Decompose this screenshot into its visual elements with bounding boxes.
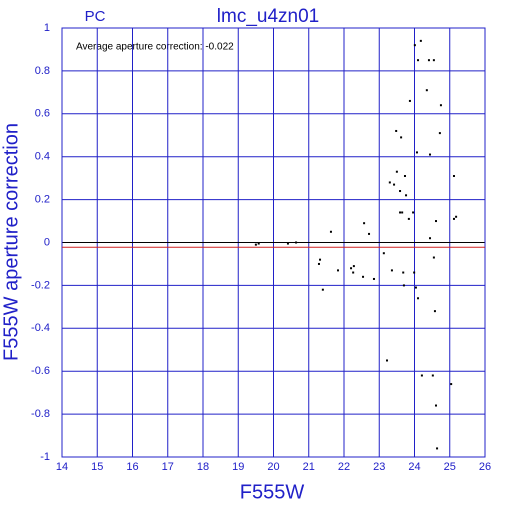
- point: [254, 243, 257, 246]
- point: [413, 44, 416, 47]
- point: [390, 269, 393, 272]
- point: [399, 211, 402, 214]
- point: [417, 59, 420, 62]
- x-tick-label: 25: [444, 461, 456, 473]
- point: [363, 222, 366, 225]
- point: [438, 132, 441, 135]
- point: [435, 220, 438, 223]
- y-tick-label: 0: [44, 236, 50, 248]
- point: [393, 183, 396, 186]
- y-tick-label: 1: [44, 22, 50, 34]
- point: [450, 383, 453, 386]
- point: [400, 136, 403, 139]
- point: [427, 59, 430, 62]
- point: [319, 258, 322, 261]
- x-tick-label: 21: [303, 461, 315, 473]
- point: [436, 447, 439, 450]
- point: [413, 271, 416, 274]
- point: [452, 175, 455, 178]
- point: [257, 242, 260, 245]
- point: [405, 194, 408, 197]
- point: [408, 99, 411, 102]
- x-tick-label: 18: [197, 461, 209, 473]
- point: [455, 215, 458, 218]
- point: [395, 170, 398, 173]
- point: [439, 104, 442, 107]
- y-axis-label: F555W aperture correction: [0, 123, 22, 361]
- point: [431, 374, 434, 377]
- x-tick-label: 23: [373, 461, 385, 473]
- x-tick-label: 14: [56, 461, 68, 473]
- point: [317, 262, 320, 265]
- point: [382, 252, 385, 255]
- point: [414, 286, 417, 289]
- point: [352, 271, 355, 274]
- point: [417, 297, 420, 300]
- x-tick-label: 20: [267, 461, 279, 473]
- point: [372, 277, 375, 280]
- y-tick-label: -0.4: [31, 322, 50, 334]
- point: [407, 217, 410, 220]
- chart-title: lmc_u4zn01: [217, 6, 319, 27]
- point: [420, 374, 423, 377]
- point: [432, 59, 435, 62]
- point: [402, 284, 405, 287]
- y-tick-label: -0.6: [31, 365, 50, 377]
- x-tick-label: 22: [338, 461, 350, 473]
- point: [402, 271, 405, 274]
- point: [433, 310, 436, 313]
- point: [350, 267, 353, 270]
- x-tick-label: 15: [91, 461, 103, 473]
- x-tick-label: 17: [162, 461, 174, 473]
- point: [362, 275, 365, 278]
- point: [403, 175, 406, 178]
- point: [412, 211, 415, 214]
- point: [401, 211, 404, 214]
- y-tick-label: 0.8: [35, 65, 50, 77]
- point: [435, 404, 438, 407]
- point: [352, 265, 355, 268]
- y-tick-label: 0.6: [35, 108, 50, 120]
- point: [329, 230, 332, 233]
- point: [337, 269, 340, 272]
- x-tick-label: 19: [232, 461, 244, 473]
- point: [415, 151, 418, 154]
- y-tick-label: 0.2: [35, 194, 50, 206]
- point: [321, 288, 324, 291]
- point: [425, 89, 428, 92]
- plot-frame: [61, 27, 486, 458]
- point: [295, 241, 298, 244]
- y-tick-label: -1: [40, 451, 50, 463]
- y-tick-label: -0.2: [31, 279, 50, 291]
- point: [386, 359, 389, 362]
- point: [395, 129, 398, 132]
- x-tick-label: 16: [126, 461, 138, 473]
- y-tick-label: -0.8: [31, 408, 50, 420]
- x-tick-label: 26: [479, 461, 491, 473]
- x-tick-label: 24: [408, 461, 420, 473]
- chart-subtitle: PC: [85, 8, 106, 25]
- point: [388, 181, 391, 184]
- point: [399, 190, 402, 193]
- annotation: Average aperture correction: -0.022: [76, 42, 234, 53]
- point: [286, 242, 289, 245]
- x-axis-label: F555W: [240, 481, 305, 503]
- point: [419, 39, 422, 42]
- point: [432, 256, 435, 259]
- point: [452, 217, 455, 220]
- point: [429, 237, 432, 240]
- point: [368, 232, 371, 235]
- y-tick-label: 0.4: [35, 151, 50, 163]
- point: [429, 153, 432, 156]
